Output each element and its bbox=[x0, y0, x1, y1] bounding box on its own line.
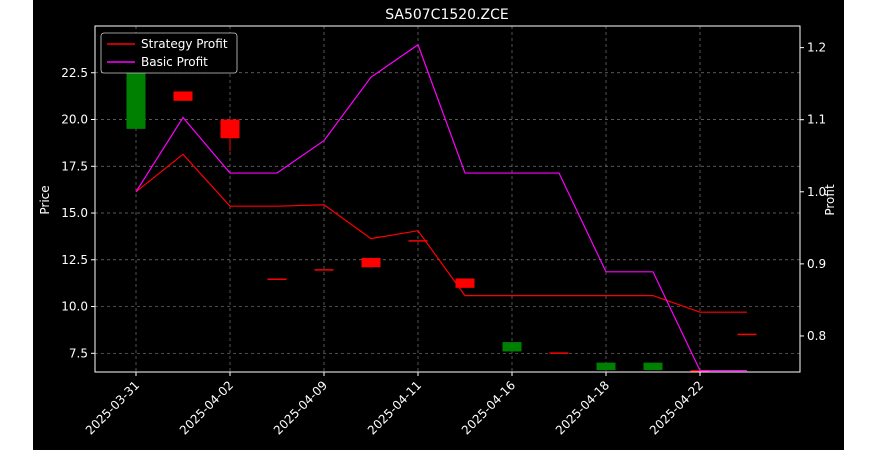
chart-svg: 7.5 10.0 12.5 15.0 17.5 20.0 22.5 0.8 0.9 1.0 1.1 1… bbox=[38, 7, 837, 437]
y-tick-label: 7.5 bbox=[69, 346, 88, 360]
y2-tick-label: 1.0 bbox=[807, 185, 826, 199]
candle-body bbox=[643, 362, 663, 371]
chart-title: SA507C1520.ZCE bbox=[385, 7, 509, 23]
strategy-profit-line bbox=[135, 153, 747, 313]
candle-body bbox=[173, 91, 193, 101]
candle-body bbox=[314, 269, 334, 271]
y2-tick-label: 1.2 bbox=[807, 41, 826, 55]
legend: Strategy Profit Basic Profit bbox=[100, 32, 238, 74]
y2-tick-label: 0.8 bbox=[807, 329, 826, 343]
x-tick-label: 2025-04-02 bbox=[177, 378, 236, 437]
grid-layer bbox=[95, 26, 800, 372]
x-tick-label: 2025-04-09 bbox=[271, 378, 330, 437]
y-tick-label: 10.0 bbox=[61, 300, 88, 314]
legend-label-basic: Basic Profit bbox=[141, 55, 208, 69]
y-tick-label: 17.5 bbox=[61, 159, 88, 173]
y2-tick-label: 1.1 bbox=[807, 113, 826, 127]
candle-body bbox=[737, 333, 757, 336]
y2-tick-label: 0.9 bbox=[807, 257, 826, 271]
candle-body bbox=[455, 278, 475, 288]
y-axis-label: Price bbox=[38, 185, 52, 214]
candle-body bbox=[408, 240, 428, 242]
x-tick-label: 2025-04-16 bbox=[459, 378, 518, 437]
x-tick-label: 2025-04-18 bbox=[553, 378, 612, 437]
x-tick-label: 2025-04-22 bbox=[647, 378, 706, 437]
x-tick-label: 2025-04-11 bbox=[365, 378, 424, 437]
y-tick-label: 12.5 bbox=[61, 253, 88, 267]
legend-box bbox=[100, 32, 238, 74]
x-tick-label: 2025-03-31 bbox=[83, 378, 142, 437]
y-tick-label: 22.5 bbox=[61, 66, 88, 80]
y-tick-label: 15.0 bbox=[61, 206, 88, 220]
candle-body bbox=[549, 352, 569, 354]
candle-body bbox=[267, 278, 287, 280]
legend-label-strategy: Strategy Profit bbox=[141, 37, 228, 51]
y2-axis-label: Profit bbox=[823, 184, 837, 216]
chart-figure: 7.5 10.0 12.5 15.0 17.5 20.0 22.5 0.8 0.9 1.0 1.1 1… bbox=[33, 0, 844, 450]
candle-body bbox=[220, 119, 240, 139]
candle-body bbox=[596, 362, 616, 371]
basic-profit-line bbox=[135, 43, 747, 372]
line-layer bbox=[135, 43, 747, 372]
candle-layer bbox=[126, 35, 757, 372]
plot-frame bbox=[94, 25, 801, 373]
candle-body bbox=[361, 257, 381, 268]
candle-body bbox=[502, 342, 522, 352]
y-tick-label: 20.0 bbox=[61, 113, 88, 127]
